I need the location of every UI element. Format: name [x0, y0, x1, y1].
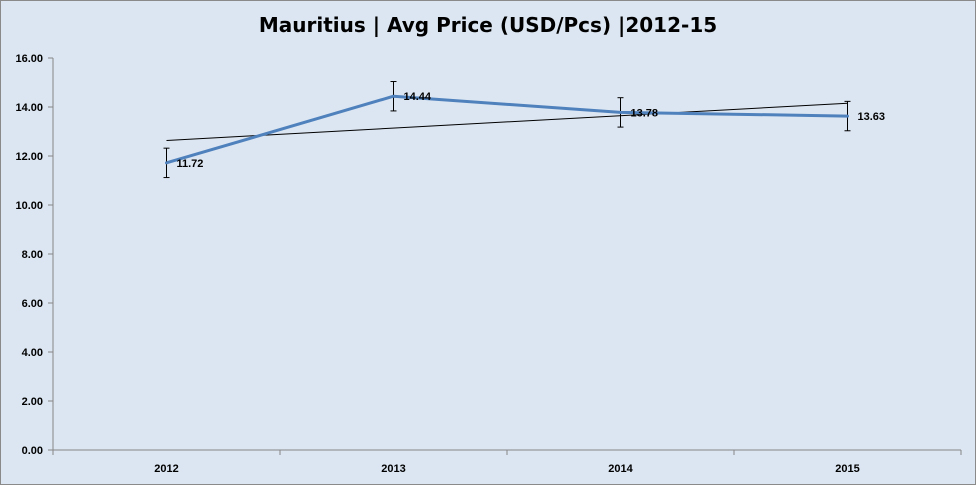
- x-tick-label: 2012: [154, 463, 178, 475]
- chart-title: Mauritius | Avg Price (USD/Pcs) |2012-15: [258, 13, 718, 37]
- y-tick-label: 8.00: [22, 249, 43, 261]
- y-tick-label: 0.00: [22, 445, 43, 457]
- data-label: 13.63: [858, 111, 886, 123]
- data-point: [619, 110, 622, 114]
- data-label: 14.44: [404, 91, 432, 103]
- y-tick-label: 4.00: [22, 347, 43, 359]
- y-tick-label: 6.00: [22, 298, 43, 310]
- y-tick-label: 14.00: [15, 102, 43, 114]
- y-tick-label: 12.00: [15, 151, 43, 163]
- data-label: 11.72: [177, 158, 204, 170]
- x-tick-label: 2015: [835, 463, 859, 475]
- trendline: [166, 102, 848, 142]
- data-point: [846, 114, 849, 118]
- x-tick-label: 2014: [608, 463, 633, 475]
- x-tick-label: 2013: [381, 463, 405, 475]
- series-line: [166, 94, 848, 165]
- data-label: 13.78: [631, 107, 659, 119]
- data-point: [165, 161, 168, 165]
- y-tick-label: 10.00: [15, 200, 43, 212]
- y-tick-label: 2.00: [22, 396, 43, 408]
- y-tick-label: 16.00: [15, 53, 43, 65]
- data-point: [392, 94, 395, 98]
